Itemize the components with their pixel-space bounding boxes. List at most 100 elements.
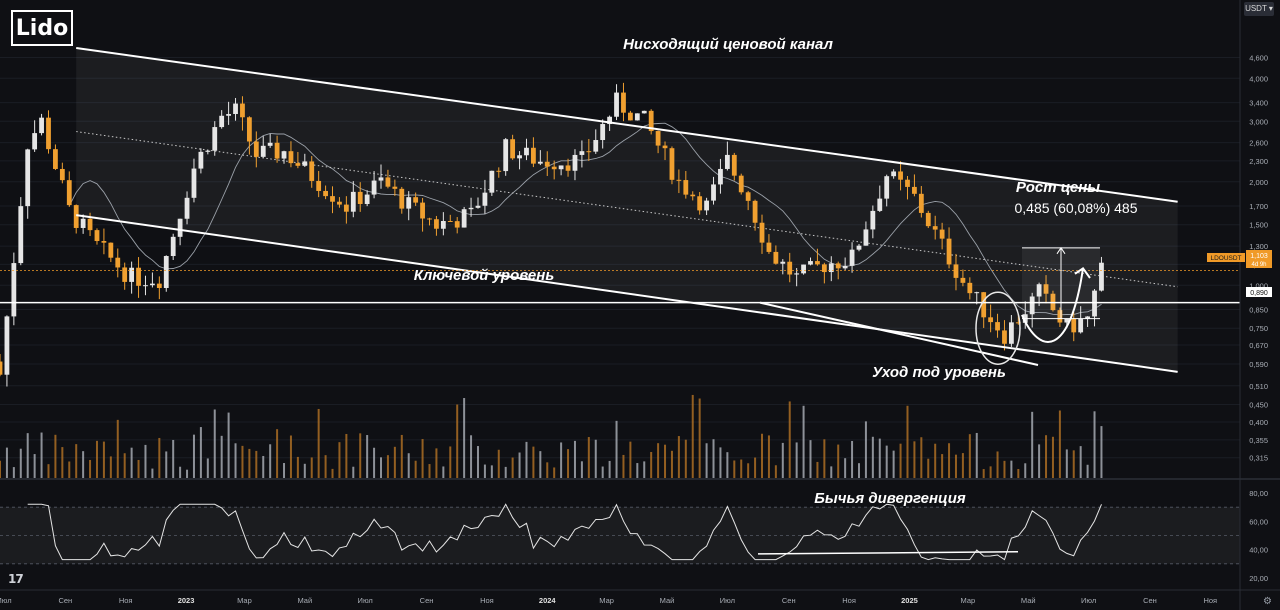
channel-lower-line[interactable]	[76, 214, 1178, 373]
candle-body	[1064, 318, 1070, 323]
candle-body	[704, 200, 709, 211]
candle-body	[724, 154, 730, 169]
volume-bar	[296, 456, 299, 478]
time-axis-label: 2025	[901, 596, 918, 605]
candle-body	[1085, 316, 1090, 319]
candle-body	[655, 131, 661, 146]
volume-bar	[1003, 460, 1006, 478]
currency-selector[interactable]: USDT ▾	[1244, 2, 1274, 16]
volume-bar	[227, 412, 230, 478]
time-axis-label: 2023	[178, 596, 195, 605]
volume-bar	[144, 444, 147, 478]
volume-bar	[698, 398, 701, 478]
candle-body	[835, 263, 841, 269]
volume-bar	[483, 464, 486, 478]
candle-body	[842, 265, 848, 269]
settings-gear-icon[interactable]: ⚙	[1263, 596, 1272, 607]
volume-bar	[567, 449, 570, 478]
volume-bar	[691, 394, 694, 478]
price-axis-label: 0,670	[1249, 341, 1268, 350]
volume-bar	[802, 405, 805, 478]
candle-body	[323, 190, 328, 197]
candle-body	[260, 145, 266, 157]
candle-body	[440, 221, 446, 229]
volume-bar	[871, 436, 874, 478]
candle-body	[1092, 290, 1097, 317]
candle-body	[80, 218, 86, 228]
volume-bar	[615, 420, 618, 478]
candle-body	[648, 110, 654, 132]
price-axis-label: 1,300	[1249, 242, 1268, 251]
price-axis-label: 2,600	[1249, 139, 1268, 148]
candle-body	[690, 194, 696, 197]
candle-body	[1071, 318, 1077, 333]
candle-body	[73, 205, 79, 228]
price-axis: 4,600 4,000 3,400 3,000 2,600 2,300 2,000 1,700…	[1239, 0, 1268, 610]
volume-bar	[276, 429, 279, 478]
candle-body	[988, 317, 994, 323]
moving-average-line	[68, 122, 1102, 316]
volume-bar	[234, 443, 237, 478]
volume-bar	[199, 427, 202, 478]
volume-bar	[172, 439, 175, 478]
candle-body	[302, 161, 308, 166]
candle-body	[267, 142, 273, 146]
time-axis-label: Ноя	[842, 596, 856, 605]
volume-bar	[338, 442, 341, 478]
volume-bar	[158, 437, 161, 478]
candle-body	[808, 261, 813, 265]
time-axis-label: Сен	[1143, 596, 1157, 605]
volume-bar	[767, 435, 770, 478]
volume-bar	[892, 450, 895, 478]
candle-body	[828, 263, 834, 273]
volume-bar	[241, 445, 244, 478]
candle-body	[337, 201, 342, 205]
candle-body	[718, 168, 723, 185]
volume-bar	[19, 448, 22, 478]
volume-bar	[1065, 449, 1068, 478]
volume-bar	[844, 458, 847, 478]
candle-body	[537, 161, 543, 164]
candle-body	[177, 218, 183, 237]
growth-measure-tool[interactable]	[1022, 246, 1100, 320]
volume-bar	[518, 452, 521, 478]
volume-bar	[435, 448, 438, 478]
candle-body	[385, 177, 391, 187]
volume-bar	[1031, 411, 1034, 478]
candle-body	[170, 236, 176, 257]
volume-bar	[393, 446, 396, 478]
price-axis-label: 2,300	[1249, 157, 1268, 166]
channel-upper-line[interactable]	[76, 47, 1178, 203]
volume-bar	[740, 459, 743, 478]
volume-bar	[532, 446, 535, 478]
volume-bar	[761, 433, 764, 478]
candle-body	[759, 222, 765, 243]
candle-body	[711, 184, 716, 201]
rsi-axis-label: 40,00	[1249, 546, 1268, 555]
candle-body	[1078, 318, 1084, 333]
price-axis-label: 0,315	[1249, 454, 1268, 463]
candle-body	[205, 150, 211, 152]
volume-bar	[289, 435, 292, 478]
volume-bar	[560, 442, 563, 478]
time-axis-label: Май	[1021, 596, 1036, 605]
candle-body	[877, 198, 883, 211]
volume-bar	[1093, 411, 1096, 478]
time-axis-label: Июл	[720, 596, 735, 605]
candle-body	[565, 165, 571, 171]
volume-bar	[934, 443, 937, 478]
support-line[interactable]	[759, 301, 1039, 366]
price-tag-value: 1,103	[1250, 253, 1268, 260]
candle-body	[607, 116, 613, 125]
candle-body	[274, 142, 280, 159]
volume-bar	[587, 437, 590, 478]
volume-bar	[622, 454, 625, 478]
candle-body	[1002, 330, 1007, 344]
volume-bar	[40, 432, 43, 478]
volume-bar	[47, 464, 50, 478]
candle-body	[697, 196, 703, 211]
volume-bar	[359, 433, 362, 478]
tradingview-logo[interactable]: 17	[8, 572, 24, 586]
candle-body	[454, 221, 460, 228]
